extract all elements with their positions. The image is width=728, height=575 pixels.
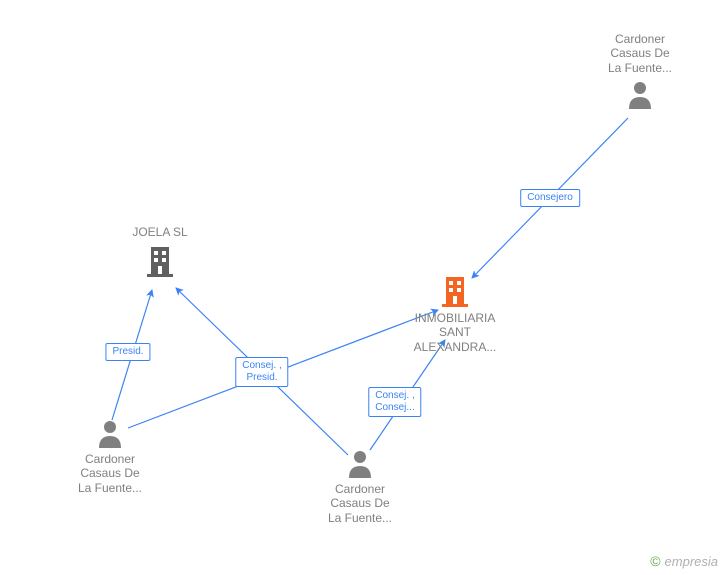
node-person_mid[interactable]: Cardoner Casaus De La Fuente... (300, 448, 420, 525)
watermark-text: empresia (665, 554, 718, 569)
diagram-canvas: { "canvas": { "width": 728, "height": 57… (0, 0, 728, 575)
edge-label-e1: Consejero (520, 189, 580, 207)
node-label: Cardoner Casaus De La Fuente... (50, 452, 170, 495)
building-icon (395, 273, 515, 307)
node-label: Cardoner Casaus De La Fuente... (580, 32, 700, 75)
node-person_left[interactable]: Cardoner Casaus De La Fuente... (50, 418, 170, 495)
node-label: Cardoner Casaus De La Fuente... (300, 482, 420, 525)
node-label: INMOBILIARIA SANT ALEXANDRA... (395, 311, 515, 354)
copyright-symbol: © (650, 553, 660, 569)
watermark: © empresia (650, 553, 718, 569)
edge-label-e5: Consej. , Consej... (368, 387, 421, 417)
person-icon (50, 418, 170, 448)
building-icon (100, 243, 220, 277)
edge-label-e4: Consej. , Presid. (235, 357, 288, 387)
person-icon (580, 79, 700, 109)
node-person_top[interactable]: Cardoner Casaus De La Fuente... (580, 32, 700, 109)
edge-label-e2: Presid. (105, 343, 150, 361)
node-inmo[interactable]: INMOBILIARIA SANT ALEXANDRA... (395, 273, 515, 354)
person-icon (300, 448, 420, 478)
node-joela[interactable]: JOELA SL (100, 225, 220, 277)
node-label: JOELA SL (100, 225, 220, 239)
